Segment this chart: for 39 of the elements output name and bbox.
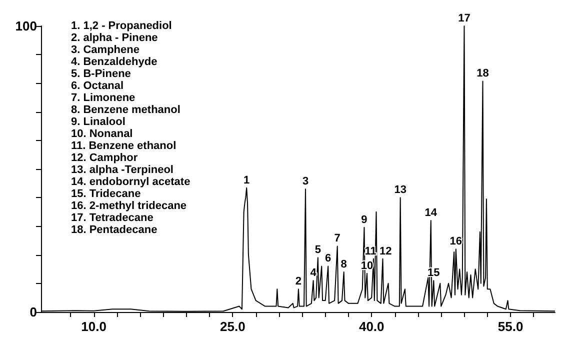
annotation: 3. Camphene [71, 44, 140, 56]
annotation: 9 [361, 214, 368, 226]
annotation: 13 [394, 184, 406, 196]
annotation: 3 [302, 176, 309, 188]
annotation: 15. Tridecane [71, 188, 141, 200]
annotation: 16. 2-methyl tridecane [71, 200, 187, 212]
annotation: 4 [310, 267, 318, 280]
annotation: 5. B-Pinene [71, 68, 131, 80]
annotation: 18 [476, 68, 489, 80]
annotation: 7 [334, 232, 340, 245]
annotation: 2 [295, 276, 302, 288]
annotation: 7. Limonene [71, 92, 136, 104]
y-tick-label: 0 [30, 304, 37, 320]
annotation: 13. alpha -Terpineol [71, 164, 174, 176]
annotation: 14. endobornyl acetate [71, 176, 190, 188]
x-tick-label: 25.0 [220, 319, 246, 334]
annotation: 17. Tetradecane [71, 212, 154, 224]
annotation: 5 [314, 244, 321, 256]
annotation: 1 [244, 174, 250, 186]
annotation: 6. Octanal [71, 80, 124, 92]
annotation: 11. Benzene ethanol [71, 140, 176, 152]
annotation: 4. Benzaldehyde [71, 56, 158, 68]
annotation: 8. Benzene methanol [71, 104, 180, 116]
annotation: 6 [325, 252, 332, 265]
annotation: 12 [379, 245, 392, 258]
annotation: 10. Nonanal [71, 128, 133, 140]
annotation: 14 [424, 206, 438, 219]
annotation: 9. Linalool [71, 116, 126, 128]
annotation: 18. Pentadecane [71, 224, 158, 236]
annotation: 1. 1,2 - Propanediol [71, 20, 172, 32]
annotation: 17 [458, 12, 470, 24]
y-tick-label: 100 [15, 18, 37, 34]
annotation: 2. alpha - Pinene [71, 32, 158, 44]
annotation: 12. Camphor [71, 152, 138, 164]
annotation: 16 [450, 236, 462, 248]
annotation: 8 [340, 258, 347, 270]
x-tick-label: 10.0 [81, 319, 106, 334]
x-tick-label: 40.0 [358, 319, 384, 334]
x-tick-label: 55.0 [498, 319, 524, 334]
